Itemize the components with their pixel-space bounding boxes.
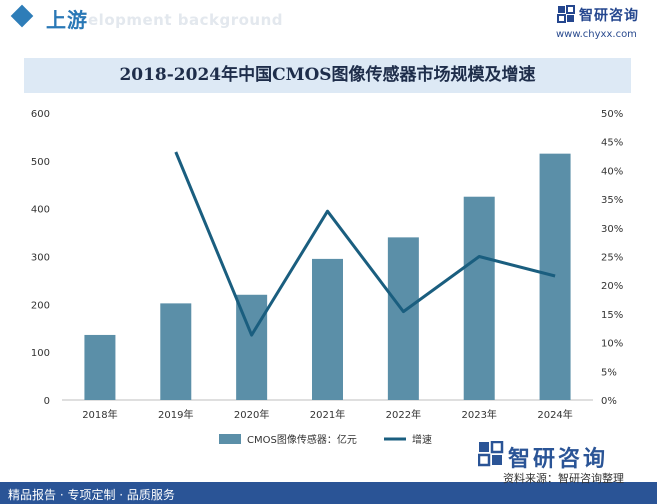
bar	[160, 303, 192, 400]
x-tick-label: 2023年	[461, 408, 496, 421]
x-tick-label: 2018年	[82, 408, 117, 421]
y-left-tick-label: 500	[31, 157, 50, 168]
x-tick-label: 2021年	[310, 408, 345, 421]
footer-logo: 智研咨询	[477, 440, 605, 472]
footer-logo-name: 智研咨询	[508, 447, 609, 472]
y-left-tick-label: 600	[31, 109, 50, 120]
y-right-tick-label: 15%	[601, 310, 623, 321]
source-note: 资料来源：智研咨询整理	[503, 472, 624, 485]
y-left-tick-label: 0	[44, 396, 50, 407]
y-right-tick-label: 20%	[601, 281, 623, 292]
y-right-tick-label: 50%	[601, 109, 623, 120]
footer-bar	[0, 482, 657, 504]
bar	[539, 153, 571, 400]
bar	[84, 334, 116, 400]
growth-line	[174, 151, 556, 337]
y-right-tick-label: 40%	[601, 166, 623, 177]
brand-url: www.chyxx.com	[556, 29, 637, 40]
y-left-tick-label: 400	[31, 205, 50, 216]
y-right-tick-label: 5%	[601, 367, 617, 378]
y-right-tick-label: 10%	[601, 339, 623, 350]
x-tick-label: 2019年	[158, 408, 193, 421]
y-right-tick-label: 0%	[601, 396, 617, 407]
footer-slogan: 精品报告 · 专项定制 · 品质服务	[8, 488, 175, 502]
y-left-tick-label: 300	[31, 253, 50, 264]
y-left-tick-label: 100	[31, 348, 50, 359]
section-title: 上游	[46, 8, 88, 32]
legend-bar-swatch	[219, 434, 241, 444]
y-right-tick-label: 30%	[601, 224, 623, 235]
brand-name: 智研咨询	[579, 8, 639, 24]
page-header: 上游 elopment background 智研咨询 www.chyxx.co…	[0, 0, 657, 48]
bar	[387, 237, 419, 400]
legend-bar-label: CMOS图像传感器：亿元	[247, 433, 357, 446]
brand-logo-icon	[557, 5, 575, 23]
bar	[312, 258, 343, 400]
bar	[463, 196, 495, 400]
background-watermark: elopment background	[88, 11, 283, 29]
y-right-tick-label: 25%	[601, 253, 623, 264]
footer-logo-icon	[477, 440, 504, 467]
x-tick-label: 2022年	[386, 408, 421, 421]
y-right-tick-label: 45%	[601, 138, 623, 149]
y-right-tick-label: 35%	[601, 195, 623, 206]
chart-title: 2018-2024年中国CMOS图像传感器市场规模及增速	[119, 65, 536, 85]
chart-title-band: 2018-2024年中国CMOS图像传感器市场规模及增速	[24, 58, 631, 93]
y-left-tick-label: 200	[31, 300, 50, 311]
legend-line-label: 增速	[412, 433, 432, 446]
x-tick-label: 2024年	[537, 408, 572, 421]
x-tick-label: 2020年	[234, 408, 269, 421]
